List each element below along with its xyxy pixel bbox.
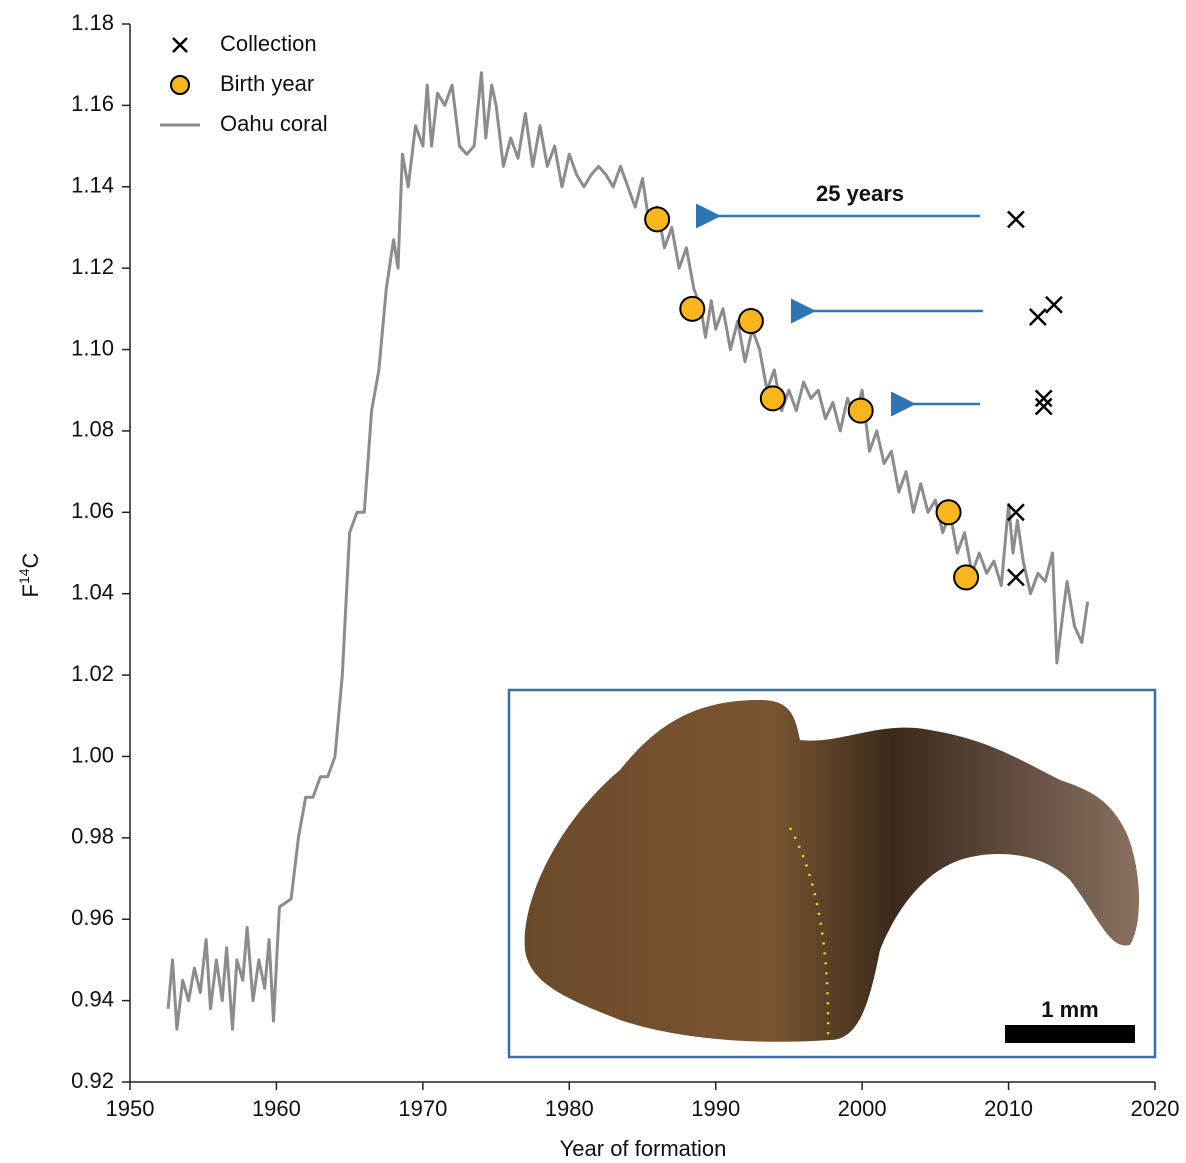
- y-tick-label: 1.06: [71, 498, 114, 523]
- x-tick-label: 1980: [545, 1096, 594, 1121]
- y-axis-label: F14C: [16, 552, 43, 597]
- cross-marker: [1030, 309, 1046, 325]
- y-tick-label: 1.18: [71, 10, 114, 35]
- y-tick-label: 0.92: [71, 1068, 114, 1093]
- y-tick-label: 1.12: [71, 254, 114, 279]
- y-tick-label: 1.00: [71, 742, 114, 767]
- birth-point: [680, 297, 704, 321]
- scale-bar-label: 1 mm: [1041, 997, 1098, 1022]
- x-axis-label: Year of formation: [560, 1136, 727, 1161]
- scale-bar: [1005, 1025, 1135, 1043]
- y-tick-label: 1.04: [71, 580, 114, 605]
- inset: 1 mm: [509, 690, 1155, 1057]
- legend-marker: [173, 38, 187, 52]
- y-label-part: F: [18, 584, 43, 597]
- cross-marker: [1008, 569, 1024, 585]
- x-tick-label: 1950: [106, 1096, 155, 1121]
- legend-item: Birth year: [171, 71, 314, 96]
- legend-label: Birth year: [220, 71, 314, 96]
- birth-point: [954, 565, 978, 589]
- cross-marker: [1046, 297, 1062, 313]
- y-tick-label: 0.98: [71, 824, 114, 849]
- legend-item: Collection: [173, 31, 317, 56]
- birth-point: [761, 386, 785, 410]
- x-tick-label: 1990: [691, 1096, 740, 1121]
- legend-marker: [171, 76, 189, 94]
- birth-point: [739, 309, 763, 333]
- birth-point: [645, 207, 669, 231]
- y-label-part: C: [18, 552, 43, 568]
- x-tick-label: 1970: [398, 1096, 447, 1121]
- y-tick-label: 1.10: [71, 335, 114, 360]
- y-tick-label: 1.02: [71, 661, 114, 686]
- x-tick-label: 2010: [984, 1096, 1033, 1121]
- x-tick-label: 2020: [1131, 1096, 1180, 1121]
- x-tick-label: 1960: [252, 1096, 301, 1121]
- birth-point: [937, 500, 961, 524]
- legend-label: Collection: [220, 31, 317, 56]
- legend-item: Oahu coral: [160, 111, 328, 136]
- cross-marker: [1008, 211, 1024, 227]
- y-tick-label: 0.96: [71, 905, 114, 930]
- y-tick-label: 1.08: [71, 417, 114, 442]
- y-tick-label: 1.16: [71, 91, 114, 116]
- y-tick-label: 1.14: [71, 173, 114, 198]
- cross-marker: [1036, 390, 1052, 406]
- legend-label: Oahu coral: [220, 111, 328, 136]
- x-tick-label: 2000: [838, 1096, 887, 1121]
- annotation: 25 years: [816, 181, 904, 206]
- chart: 25 years F14C Year of formation 1 mm 0.9…: [0, 0, 1186, 1163]
- cross-marker: [1036, 399, 1052, 415]
- y-tick-label: 0.94: [71, 986, 114, 1011]
- y-label-sup: 14: [16, 568, 32, 584]
- birth-point: [849, 399, 873, 423]
